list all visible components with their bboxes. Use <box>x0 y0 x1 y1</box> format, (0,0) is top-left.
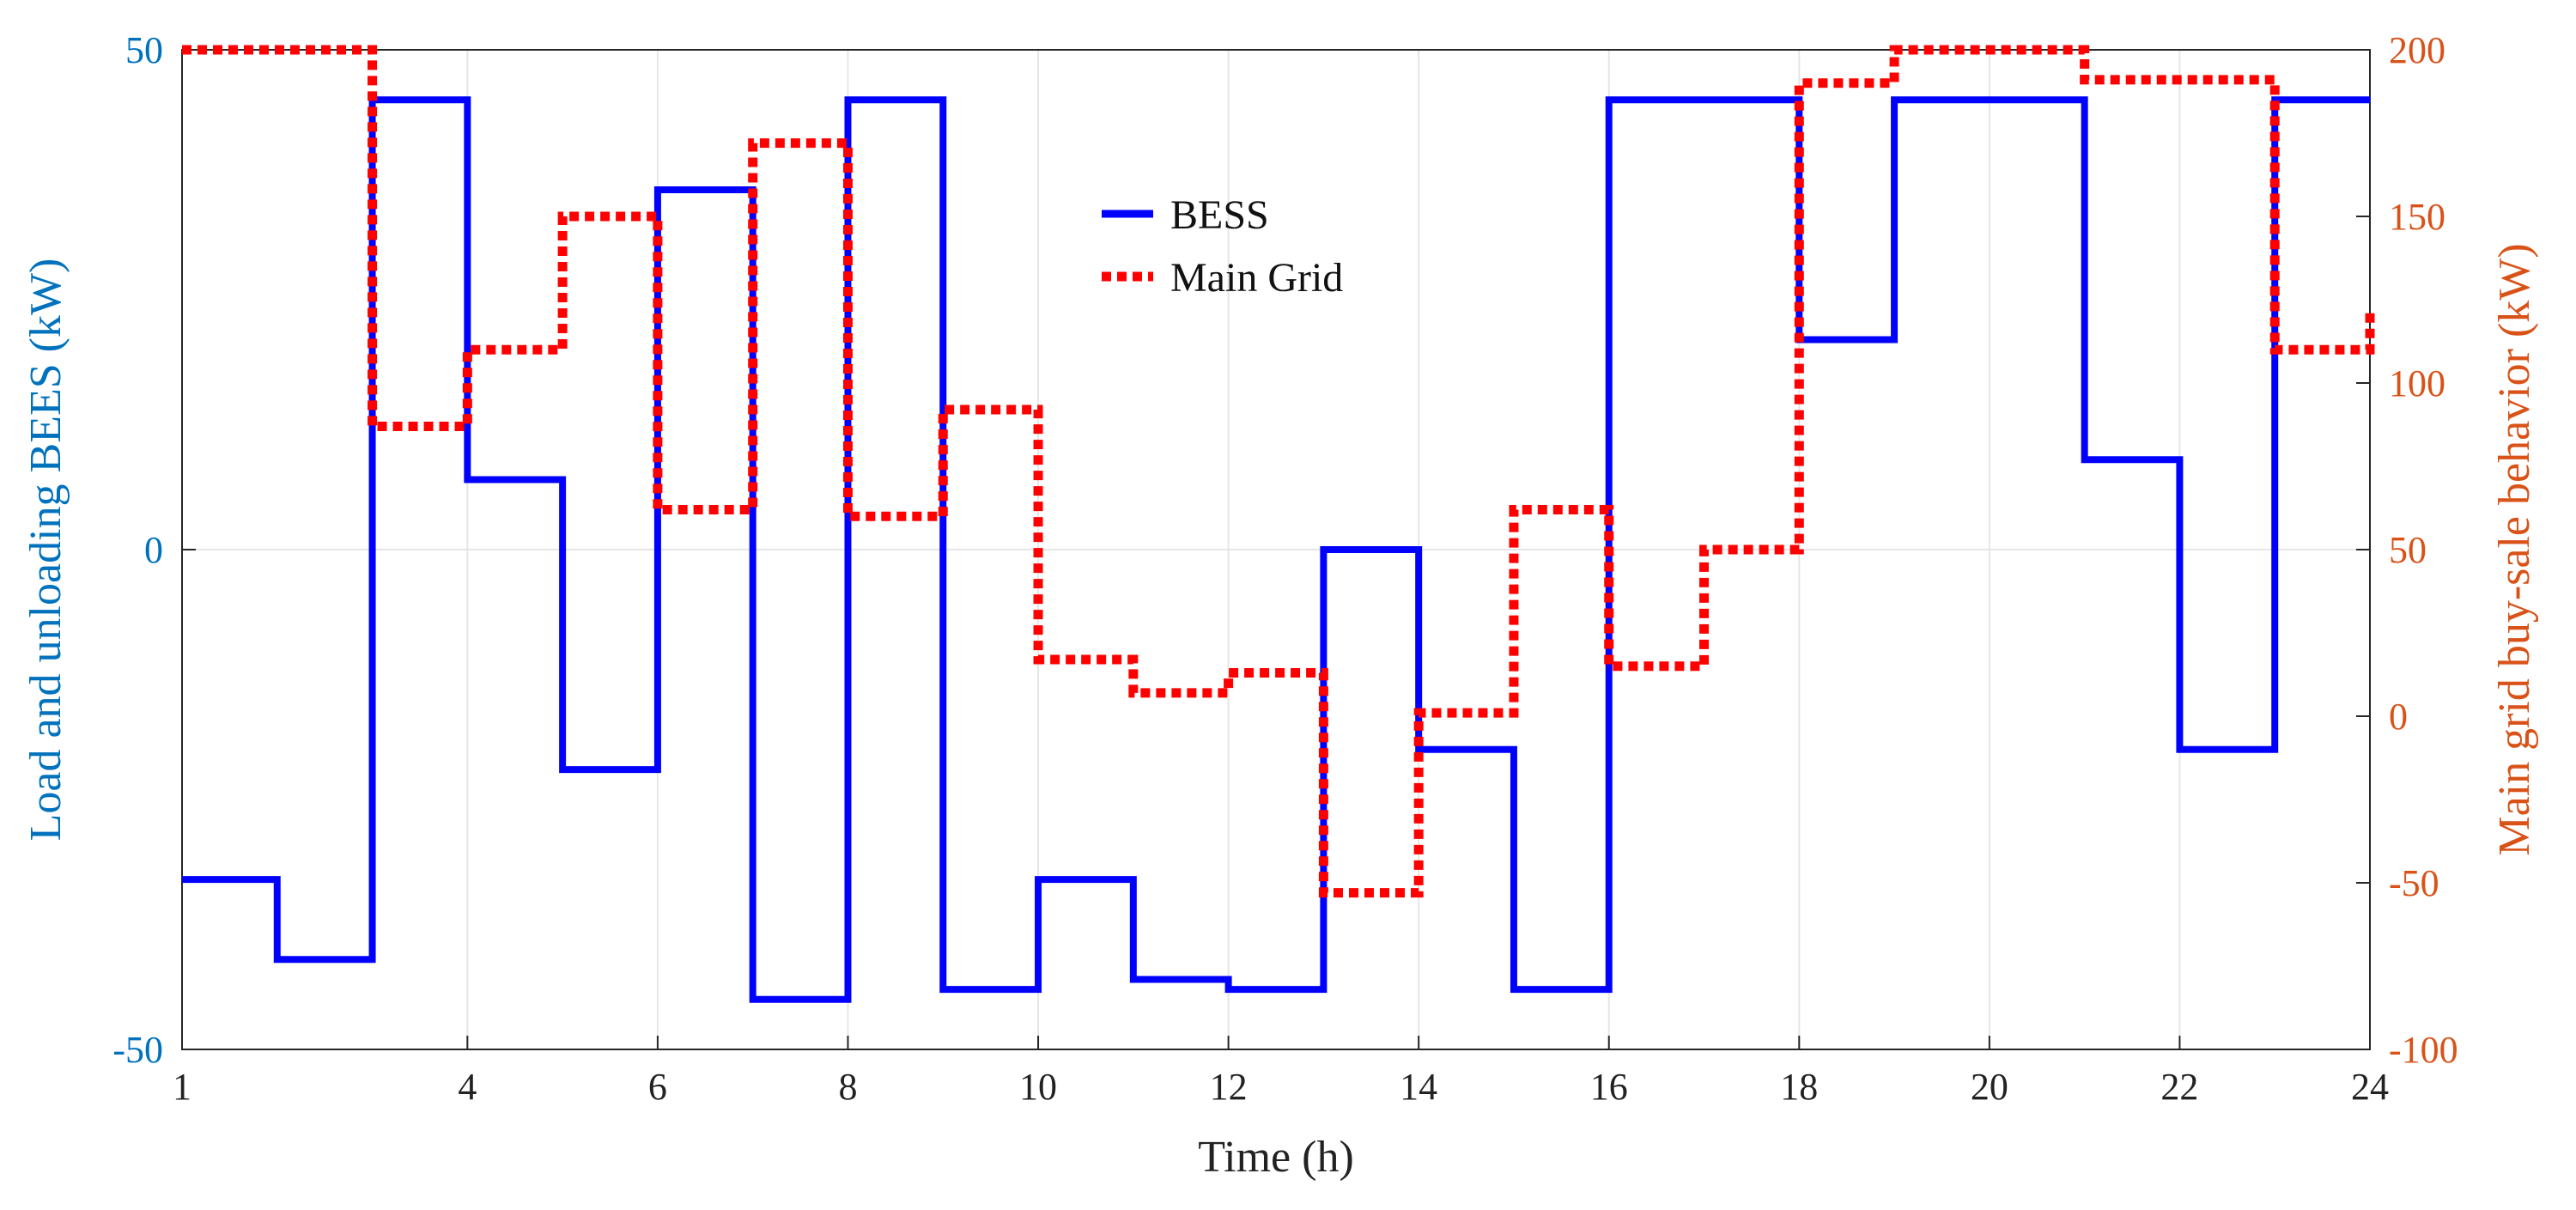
y-axis-left-title: Load and unloading BEES (kW) <box>21 258 70 842</box>
y-left-tick-label: -50 <box>112 1029 163 1071</box>
ticks-layer: 1 4 6 8 10 12 14 16 18 20 22 24-50050-100-500501001… <box>112 29 2458 1108</box>
x-tick-label: 24 <box>2351 1066 2389 1108</box>
x-axis-title: Time (h) <box>1198 1133 1354 1182</box>
series-layer <box>182 45 2375 1003</box>
x-tick-label: 1 <box>173 1066 191 1108</box>
x-tick-label: 16 <box>1590 1066 1628 1108</box>
x-tick-label: 6 <box>648 1066 667 1108</box>
x-tick-label: 22 <box>2160 1066 2198 1108</box>
x-tick-label: 12 <box>1210 1066 1248 1108</box>
y-right-tick-label: -100 <box>2389 1029 2458 1071</box>
y-left-tick-label: 0 <box>144 529 163 571</box>
series-main-grid <box>182 45 2375 898</box>
y-left-tick-label: 50 <box>125 29 163 71</box>
x-tick-label: 18 <box>1780 1066 1818 1108</box>
x-tick-label: 4 <box>458 1066 477 1108</box>
legend-label-main-grid: Main Grid <box>1170 255 1343 301</box>
x-tick-label: 14 <box>1400 1066 1437 1108</box>
legend-label-bess: BESS <box>1170 192 1269 238</box>
legend: BESS Main Grid <box>1102 192 1343 301</box>
y-right-tick-label: 50 <box>2389 529 2427 571</box>
y-axis-right-title: Main grid buy-sale behavior (kW) <box>2490 243 2539 855</box>
y-right-tick-label: 150 <box>2389 196 2445 238</box>
series-bess <box>182 96 2370 1003</box>
x-tick-label: 20 <box>1971 1066 2008 1108</box>
x-tick-label: 8 <box>838 1066 857 1108</box>
y-right-tick-label: -50 <box>2389 862 2439 904</box>
y-right-tick-label: 200 <box>2389 29 2445 71</box>
series-line <box>182 45 2375 898</box>
y-right-tick-label: 100 <box>2389 362 2445 404</box>
series-line <box>182 96 2370 1003</box>
x-tick-label: 10 <box>1019 1066 1057 1108</box>
y-right-tick-label: 0 <box>2389 696 2408 738</box>
grid-layer <box>181 49 2371 1050</box>
